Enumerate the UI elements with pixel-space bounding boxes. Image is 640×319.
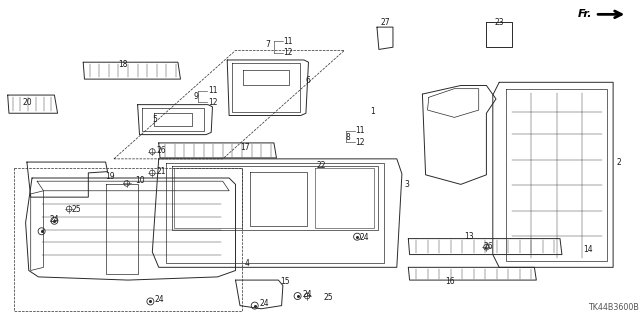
Text: 12: 12 [208,98,218,107]
Text: 25: 25 [323,293,333,302]
Text: 11: 11 [208,86,218,95]
Text: 27: 27 [381,19,390,27]
Text: TK44B3600B: TK44B3600B [588,303,639,312]
Text: 24: 24 [155,295,164,304]
Text: 24: 24 [50,215,60,224]
Text: 8: 8 [346,133,350,142]
Text: 26: 26 [483,242,493,251]
Text: 2: 2 [616,158,621,167]
Text: 25: 25 [72,205,81,214]
Text: 11: 11 [284,37,293,46]
Text: 16: 16 [445,277,454,286]
Text: 24: 24 [360,233,369,242]
Text: 12: 12 [355,138,365,147]
Text: 15: 15 [280,277,290,286]
Text: 23: 23 [494,19,504,27]
Text: 24: 24 [259,299,269,308]
Text: 5: 5 [152,115,157,124]
Text: 26: 26 [157,146,166,155]
Text: 24: 24 [302,290,312,299]
Text: 1: 1 [370,107,374,115]
Text: 20: 20 [22,98,32,107]
Text: 22: 22 [317,161,326,170]
Text: 4: 4 [245,259,250,268]
Text: 6: 6 [306,76,311,85]
Text: 11: 11 [355,126,365,135]
Text: 21: 21 [157,167,166,176]
Text: 9: 9 [193,92,198,101]
Text: 12: 12 [284,48,293,57]
Text: 18: 18 [118,60,128,69]
Text: 19: 19 [106,172,115,181]
Text: 13: 13 [464,232,474,241]
Text: 14: 14 [584,245,593,254]
Text: 7: 7 [266,40,271,48]
Text: 17: 17 [240,143,250,152]
Text: 10: 10 [136,176,145,185]
Text: 3: 3 [404,180,410,189]
Text: Fr.: Fr. [577,9,592,19]
